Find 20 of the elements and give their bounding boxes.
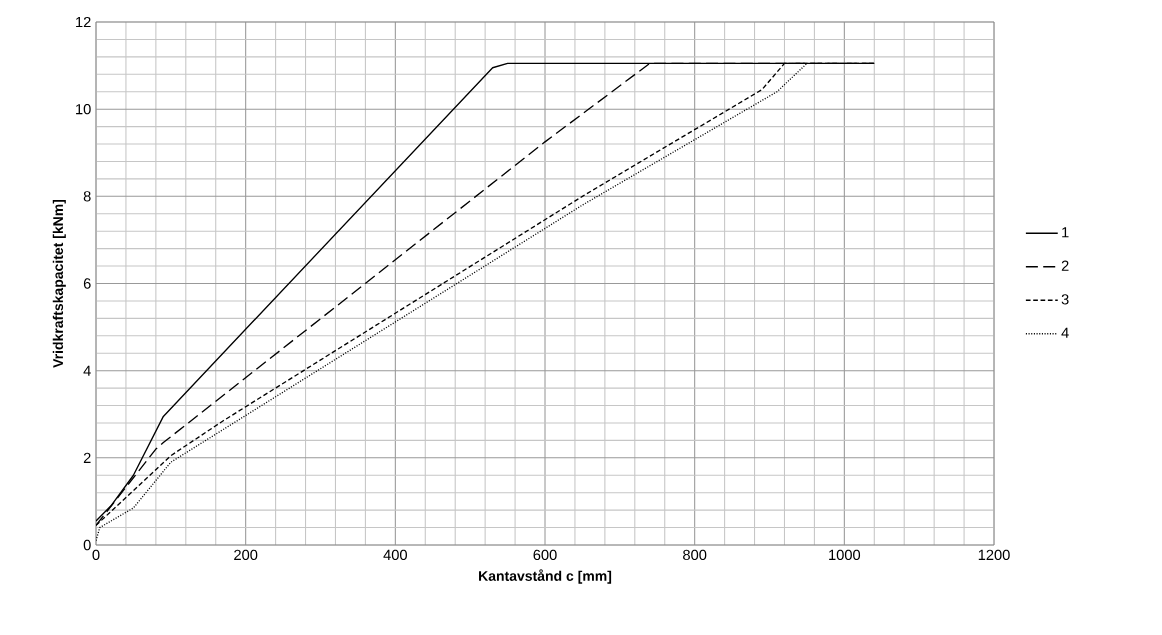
x-tick-label: 200 xyxy=(234,549,258,561)
x-tick-label: 600 xyxy=(533,549,557,561)
y-axis-title: Vridkraftskapacitet [kNm] xyxy=(52,199,66,368)
y-tick-label: 4 xyxy=(83,365,91,376)
legend-label: 4 xyxy=(1061,327,1069,338)
x-tick-label: 1000 xyxy=(829,549,861,561)
x-tick-label: 800 xyxy=(683,549,707,561)
legend-label: 1 xyxy=(1062,227,1069,238)
y-tick-label: 10 xyxy=(76,103,91,115)
y-tick-label: 0 xyxy=(83,539,91,551)
y-tick-label: 8 xyxy=(83,191,91,202)
x-axis-title: Kantavstånd c [mm] xyxy=(479,569,612,584)
x-tick-label: 400 xyxy=(383,549,407,561)
y-tick-label: 12 xyxy=(76,16,91,28)
x-tick-label: 1200 xyxy=(978,549,1010,561)
y-tick-label: 6 xyxy=(83,278,91,289)
y-tick-label: 2 xyxy=(83,452,91,463)
x-tick-label: 0 xyxy=(92,549,100,561)
legend-label: 3 xyxy=(1061,294,1069,305)
legend-label: 2 xyxy=(1061,260,1069,271)
